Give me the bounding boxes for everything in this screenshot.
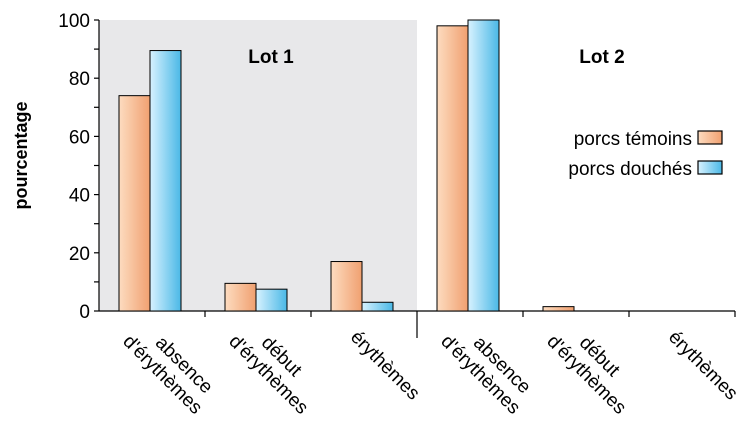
panel-title-lot-2: Lot 2 (579, 47, 624, 68)
bar-lot-2-1-series-1 (436, 25, 469, 312)
y-tick-label: 100 (58, 11, 90, 32)
bar-lot-2-1-series-2 (467, 19, 500, 312)
y-tick-label: 20 (69, 244, 90, 265)
bar-lot-1-2-series-2 (255, 288, 288, 312)
y-tick-label: 60 (69, 127, 90, 148)
bar-lot-1-3-series-1 (330, 261, 363, 312)
x-category-label: absenced'érythèmes (436, 315, 539, 418)
panel-title-lot-1: Lot 1 (248, 47, 294, 68)
y-tick-label: 40 (69, 186, 90, 207)
bar-lot-1-1-series-2 (149, 50, 182, 312)
x-category-label: absenced'érythèmes (118, 315, 221, 418)
legend-swatch-series-2 (697, 160, 723, 175)
x-category-label: érythèmes (664, 327, 742, 405)
x-category-label: débutd'érythèmes (542, 315, 645, 418)
y-axis-label: pourcentage (11, 101, 31, 209)
x-category-label: débutd'érythèmes (224, 315, 327, 418)
y-tick-label: 0 (79, 302, 90, 323)
legend-label-series-2: porcs douchés (568, 159, 692, 180)
bar-lot-2-2-series-1 (542, 306, 575, 312)
bar-lot-1-3-series-2 (361, 301, 394, 312)
legend-label-series-1: porcs témoins (574, 129, 692, 150)
bar-lot-1-1-series-1 (118, 95, 151, 312)
legend-swatch-series-1 (697, 130, 723, 145)
bar-lot-1-2-series-1 (224, 282, 257, 312)
y-tick-label: 80 (69, 69, 90, 90)
x-category-label: érythèmes (346, 327, 424, 405)
